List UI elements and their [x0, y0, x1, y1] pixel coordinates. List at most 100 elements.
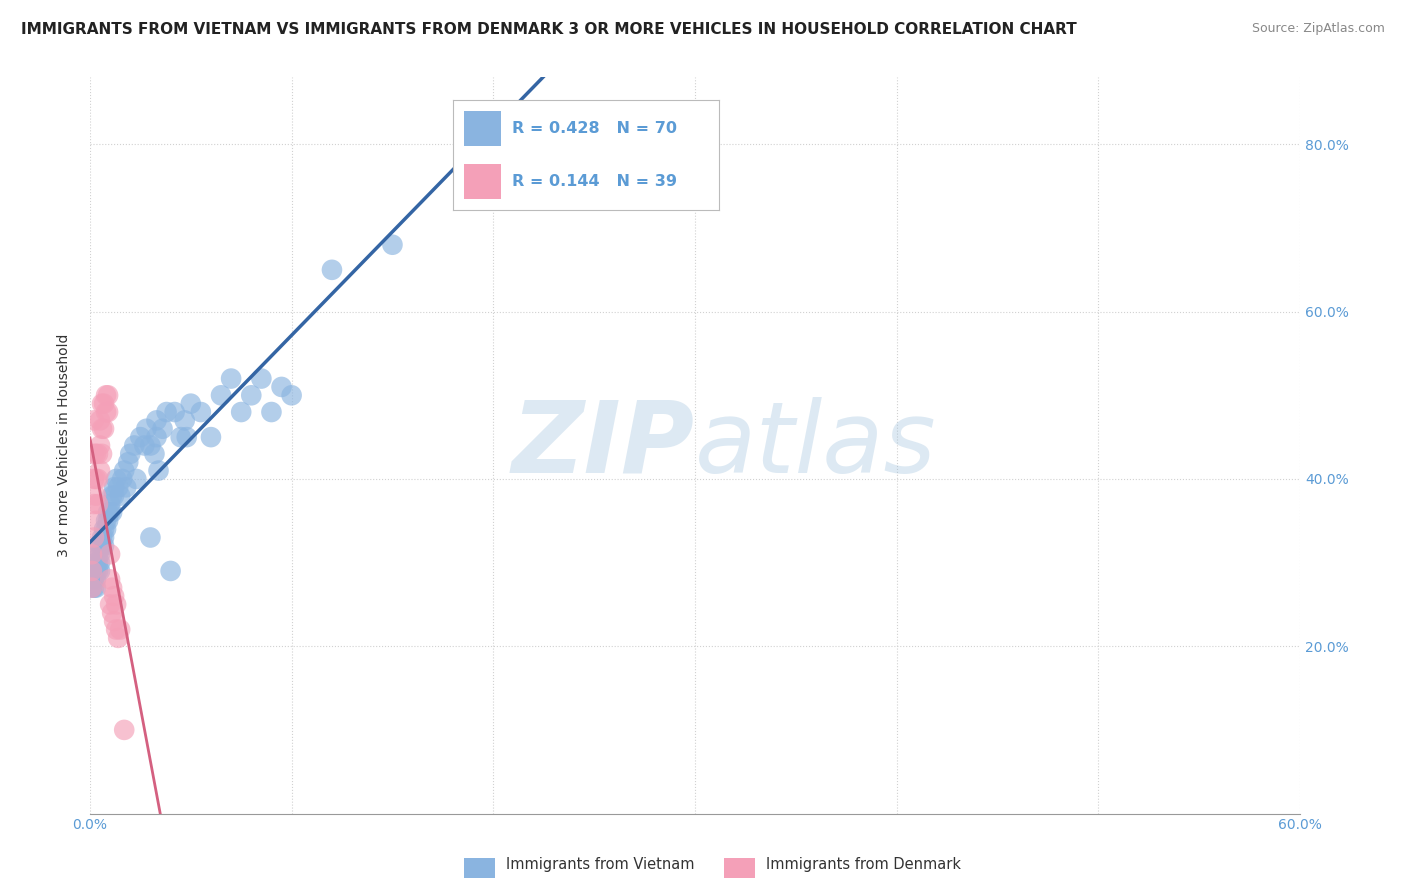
Point	[129, 430, 152, 444]
Point	[87, 447, 110, 461]
Point	[80, 581, 103, 595]
Point	[105, 623, 128, 637]
Point	[135, 422, 157, 436]
Point	[117, 455, 139, 469]
Point	[270, 380, 292, 394]
Point	[107, 631, 129, 645]
Point	[108, 623, 131, 637]
Point	[139, 438, 162, 452]
Point	[176, 430, 198, 444]
Point	[381, 237, 404, 252]
Point	[145, 413, 167, 427]
Point	[93, 531, 115, 545]
Point	[91, 531, 114, 545]
Point	[219, 371, 242, 385]
Point	[87, 497, 110, 511]
Y-axis label: 3 or more Vehicles in Household: 3 or more Vehicles in Household	[58, 334, 72, 558]
Point	[115, 480, 138, 494]
Point	[94, 405, 117, 419]
Point	[94, 388, 117, 402]
Point	[87, 564, 110, 578]
Point	[103, 589, 125, 603]
Point	[93, 539, 115, 553]
Point	[145, 430, 167, 444]
Point	[91, 539, 114, 553]
Point	[209, 388, 232, 402]
Point	[152, 422, 174, 436]
Point	[231, 405, 253, 419]
Point	[112, 723, 135, 737]
Text: Immigrants from Vietnam: Immigrants from Vietnam	[506, 857, 695, 872]
Point	[103, 489, 125, 503]
Point	[84, 447, 107, 461]
Point	[108, 489, 131, 503]
Point	[98, 547, 121, 561]
Text: IMMIGRANTS FROM VIETNAM VS IMMIGRANTS FROM DENMARK 3 OR MORE VEHICLES IN HOUSEHO: IMMIGRANTS FROM VIETNAM VS IMMIGRANTS FR…	[21, 22, 1077, 37]
Point	[80, 547, 103, 561]
Point	[98, 598, 121, 612]
Point	[105, 472, 128, 486]
Point	[83, 447, 105, 461]
Point	[94, 514, 117, 528]
Point	[83, 581, 105, 595]
Point	[240, 388, 263, 402]
Point	[84, 572, 107, 586]
Point	[89, 413, 111, 427]
Point	[89, 464, 111, 478]
Point	[125, 472, 148, 486]
Point	[93, 522, 115, 536]
Point	[89, 564, 111, 578]
Point	[93, 422, 115, 436]
Point	[97, 388, 120, 402]
Point	[170, 430, 193, 444]
Point	[91, 397, 114, 411]
Point	[98, 572, 121, 586]
Point	[80, 581, 103, 595]
Point	[101, 505, 124, 519]
Point	[83, 497, 105, 511]
Point	[91, 447, 114, 461]
Point	[84, 581, 107, 595]
Point	[93, 397, 115, 411]
Point	[159, 564, 181, 578]
Point	[84, 556, 107, 570]
Point	[321, 262, 343, 277]
Point	[91, 422, 114, 436]
Point	[84, 489, 107, 503]
Point	[173, 413, 195, 427]
Point	[120, 447, 142, 461]
Point	[97, 405, 120, 419]
Point	[112, 464, 135, 478]
Point	[87, 547, 110, 561]
Point	[105, 598, 128, 612]
Point	[84, 514, 107, 528]
Text: ZIP: ZIP	[512, 397, 695, 494]
Point	[83, 531, 105, 545]
Point	[250, 371, 273, 385]
Point	[83, 572, 105, 586]
Point	[101, 606, 124, 620]
Point	[101, 581, 124, 595]
Point	[103, 480, 125, 494]
Point	[89, 547, 111, 561]
Point	[148, 464, 170, 478]
Point	[80, 564, 103, 578]
Point	[89, 556, 111, 570]
Text: Source: ZipAtlas.com: Source: ZipAtlas.com	[1251, 22, 1385, 36]
Point	[98, 505, 121, 519]
Point	[190, 405, 212, 419]
Point	[97, 514, 120, 528]
Point	[84, 564, 107, 578]
Point	[87, 556, 110, 570]
Point	[103, 614, 125, 628]
Point	[260, 405, 283, 419]
Point	[89, 539, 111, 553]
Point	[83, 472, 105, 486]
Point	[163, 405, 186, 419]
Point	[101, 489, 124, 503]
Point	[98, 497, 121, 511]
Point	[84, 472, 107, 486]
Point	[124, 438, 146, 452]
Point	[107, 480, 129, 494]
Point	[200, 430, 222, 444]
